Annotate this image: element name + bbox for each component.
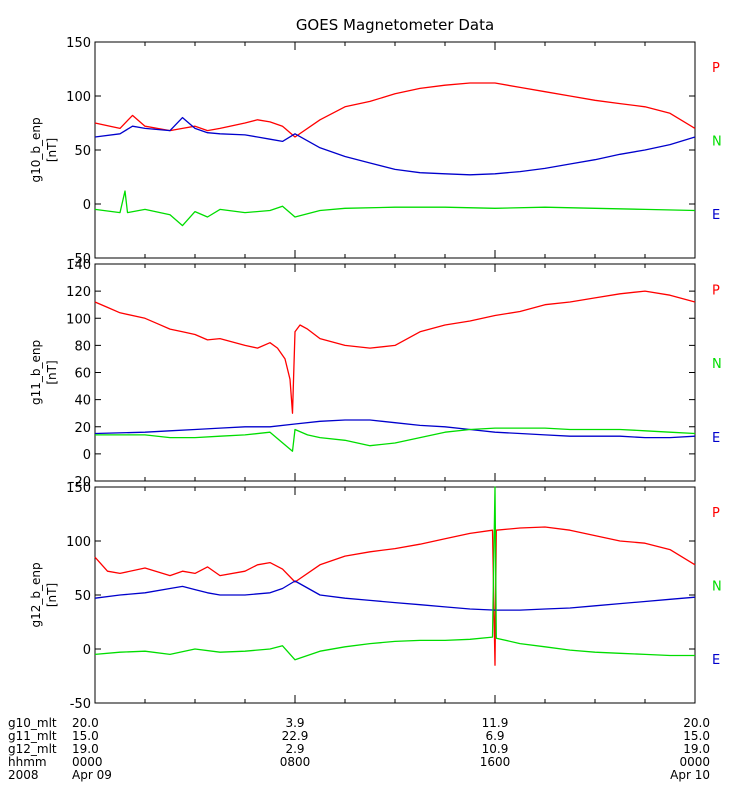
- y-tick-label: 150: [66, 481, 91, 496]
- x-axis-tick-label: 22.9: [282, 729, 309, 743]
- y-tick-label: 80: [74, 339, 91, 354]
- y-tick-label: -50: [70, 252, 91, 267]
- legend-label-E: E: [712, 653, 720, 668]
- x-axis-row-label: 2008: [8, 768, 39, 782]
- series-line-P: [94, 82, 696, 138]
- y-tick-label: -20: [70, 475, 91, 490]
- legend-label-N: N: [712, 357, 722, 372]
- x-axis-row-label: g11_mlt: [8, 729, 57, 743]
- legend-label-E: E: [712, 208, 720, 223]
- y-tick-label: -50: [70, 697, 91, 712]
- series-line-P: [94, 290, 696, 414]
- panel-1: -50 0 50 100 150 g10_b_enp [nT] P N E: [29, 36, 722, 267]
- y-axis-label: g12_b_enp: [29, 562, 43, 627]
- y-tick-label: 50: [74, 144, 91, 159]
- legend-label-P: P: [712, 506, 720, 521]
- y-tick-label: 50: [74, 589, 91, 604]
- y-tick-label: 100: [66, 90, 91, 105]
- panel-2: -20 0 20 40 60 80 100 120 140 g11_b_enp [nT] P N E: [29, 258, 722, 490]
- y-axis-label: g10_b_enp: [29, 117, 43, 182]
- y-tick-label: 60: [74, 367, 91, 382]
- y-tick-label: 40: [74, 394, 91, 409]
- y-axis-unit: [nT]: [45, 360, 59, 384]
- y-tick-label: 20: [74, 421, 91, 436]
- series-line-E: [94, 419, 696, 439]
- y-tick-label: 0: [83, 448, 91, 463]
- x-axis-tick-label: 3.9: [285, 716, 304, 730]
- legend-label-N: N: [712, 580, 722, 595]
- x-axis-tick-label: 10.9: [482, 742, 509, 756]
- x-axis-tick-label: 19.0: [683, 742, 710, 756]
- x-axis-tick-label: Apr 09: [72, 768, 112, 782]
- x-axis-row-label: g10_mlt: [8, 716, 57, 730]
- x-axis-tick-label: 0000: [679, 755, 710, 769]
- x-axis-row-label: g12_mlt: [8, 742, 57, 756]
- legend-label-P: P: [712, 61, 720, 76]
- series-line-P: [94, 526, 696, 666]
- y-tick-label: 140: [66, 258, 91, 273]
- panel-3: -50 0 50 100 150 g12_b_enp [nT] P N E: [29, 481, 722, 712]
- y-tick-label: 120: [66, 285, 91, 300]
- x-axis-tick-label: 15.0: [72, 729, 99, 743]
- y-tick-label: 100: [66, 312, 91, 327]
- y-axis-unit: [nT]: [45, 138, 59, 162]
- x-axis-tick-label: 1600: [480, 755, 511, 769]
- y-tick-label: 100: [66, 535, 91, 550]
- y-tick-label: 150: [66, 36, 91, 51]
- x-axis-tick-label: 15.0: [683, 729, 710, 743]
- panel-frame: [94, 486, 696, 704]
- panel-frame: [94, 41, 696, 259]
- legend-label-N: N: [712, 135, 722, 150]
- x-axis-tick-label: 20.0: [683, 716, 710, 730]
- x-axis-tick-label: 19.0: [72, 742, 99, 756]
- y-axis-unit: [nT]: [45, 583, 59, 607]
- x-axis-tick-label: 11.9: [482, 716, 509, 730]
- x-axis-tick-label: Apr 10: [670, 768, 710, 782]
- x-axis-tick-label: 6.9: [485, 729, 504, 743]
- x-axis-tick-label: 0000: [72, 755, 103, 769]
- x-axis-table: g10_mltg11_mltg12_mlthhmm200820.015.019.…: [8, 716, 710, 782]
- y-tick-label: 0: [83, 198, 91, 213]
- x-axis-tick-label: 0800: [280, 755, 311, 769]
- chart-title: GOES Magnetometer Data: [296, 16, 494, 34]
- y-tick-label: 0: [83, 643, 91, 658]
- x-axis-row-label: hhmm: [8, 755, 47, 769]
- series-line-N: [95, 427, 696, 452]
- y-axis-label: g11_b_enp: [29, 340, 43, 405]
- legend-label-E: E: [712, 431, 720, 446]
- series-line-N: [94, 486, 695, 661]
- legend-label-P: P: [712, 283, 720, 298]
- series-line-E: [94, 580, 696, 611]
- x-axis-tick-label: 2.9: [285, 742, 304, 756]
- series-line-N: [94, 190, 696, 227]
- x-axis-tick-label: 20.0: [72, 716, 99, 730]
- series-line-E: [94, 116, 696, 176]
